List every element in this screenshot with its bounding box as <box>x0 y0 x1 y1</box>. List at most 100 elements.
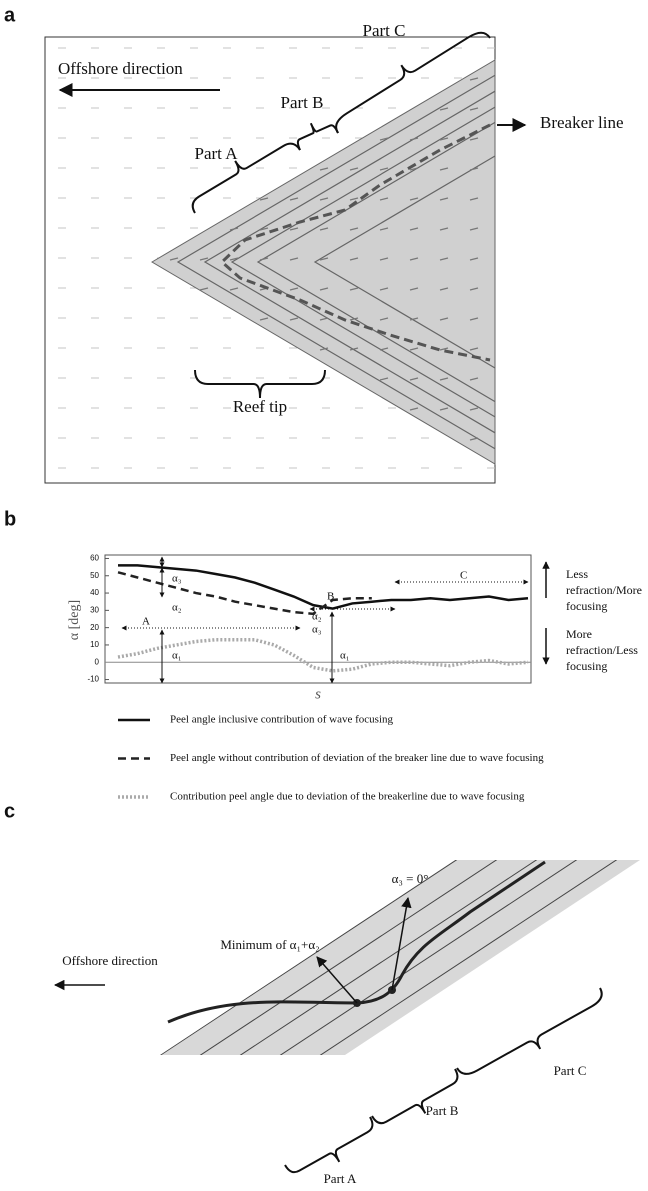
flow-vector <box>319 347 329 351</box>
depth-contour <box>313 155 496 369</box>
flow-vector <box>469 257 479 261</box>
flow-vector <box>439 167 449 171</box>
flow-vector <box>349 287 359 291</box>
panel-label: a <box>4 4 16 26</box>
label: Offshore direction <box>58 59 183 78</box>
flow-vector <box>409 377 419 381</box>
label: Part A <box>195 144 239 163</box>
y-tick-label: -10 <box>87 675 99 684</box>
flow-vector <box>349 227 359 231</box>
flow-vector <box>409 137 419 141</box>
depth-contour <box>230 106 496 418</box>
flow-vector <box>379 377 389 381</box>
flow-vector <box>469 227 479 231</box>
flow-vector <box>349 257 359 261</box>
y-tick-label: 30 <box>90 605 99 614</box>
flow-vector <box>409 347 419 351</box>
flow-vector <box>379 317 389 321</box>
flow-vector <box>409 197 419 201</box>
flow-vector <box>379 167 389 171</box>
label: Part B <box>281 93 324 112</box>
legend-label: Peel angle inclusive contribution of wav… <box>170 714 393 726</box>
flow-vector <box>439 197 449 201</box>
band <box>160 860 640 1055</box>
label: Minimum of α₁+α₂ <box>220 937 319 952</box>
flow-vector <box>259 197 269 201</box>
flow-vector <box>409 287 419 291</box>
arrow <box>316 956 358 1004</box>
flow-vector <box>199 257 209 261</box>
flow-vector <box>439 287 449 291</box>
flow-vector <box>439 347 449 351</box>
flow-vector <box>409 407 419 411</box>
legend-label: Contribution peel angle due to deviation… <box>170 791 525 803</box>
label: α₃ = 0° <box>392 871 429 886</box>
depth-contour <box>160 860 561 1055</box>
flow-vector <box>469 347 479 351</box>
depth-contour <box>219 860 640 1055</box>
annotation: α₂ <box>172 602 182 614</box>
flow-vector <box>379 197 389 201</box>
flow-vector <box>409 227 419 231</box>
flow-vector <box>439 317 449 321</box>
flow-vector <box>319 167 329 171</box>
flow-vector <box>289 227 299 231</box>
flow-vector <box>409 317 419 321</box>
annotation: C <box>460 570 467 582</box>
panel-label: b <box>4 508 16 530</box>
flow-vector <box>379 257 389 261</box>
flow-vector <box>289 287 299 291</box>
flow-vector <box>229 227 239 231</box>
annotation: B <box>327 591 334 603</box>
series-line <box>117 638 529 673</box>
annotation: A <box>142 616 150 628</box>
flow-vector <box>439 257 449 261</box>
flow-vector <box>379 227 389 231</box>
flow-vector <box>229 287 239 291</box>
annotation: α₃ <box>172 573 182 585</box>
flow-vector <box>349 167 359 171</box>
flow-vector <box>289 317 299 321</box>
brace <box>284 1116 374 1174</box>
flow-vector <box>319 317 329 321</box>
y-tick-label: 40 <box>90 588 99 597</box>
flow-vector <box>379 287 389 291</box>
y-tick-label: 10 <box>90 640 99 649</box>
flow-vector <box>319 197 329 201</box>
brace <box>456 987 603 1075</box>
brace <box>194 369 326 399</box>
flow-vector <box>439 107 449 111</box>
flow-vector <box>409 167 419 171</box>
flow-vector <box>469 167 479 171</box>
flow-vector <box>439 137 449 141</box>
label: Reef tip <box>233 397 287 416</box>
flow-vector <box>259 257 269 261</box>
flow-vector <box>469 377 479 381</box>
flow-vector <box>439 227 449 231</box>
flow-vector <box>469 77 479 81</box>
flow-vector <box>349 197 359 201</box>
flow-vector <box>469 437 479 441</box>
label: Part B <box>426 1103 459 1118</box>
legend-label: Peel angle without contribution of devia… <box>170 752 544 764</box>
panel-a: Offshore direction Part C Part B Part A Brea… <box>44 21 624 484</box>
depth-contour <box>259 860 640 1055</box>
flow-vector <box>469 107 479 111</box>
flow-vector <box>199 287 209 291</box>
flow-vector <box>469 197 479 201</box>
flow-vector <box>379 347 389 351</box>
flow-vector <box>349 347 359 351</box>
depth-contour <box>203 90 496 434</box>
plot-frame <box>104 554 532 684</box>
flow-vector <box>469 137 479 141</box>
flow-vector <box>259 317 269 321</box>
label: Part A <box>324 1171 357 1186</box>
flow-vector <box>439 407 449 411</box>
flow-vector <box>319 227 329 231</box>
y-tick-label: 50 <box>90 571 99 580</box>
panel-label: c <box>4 800 15 822</box>
side-note: Less refraction/More focusing <box>566 567 642 613</box>
